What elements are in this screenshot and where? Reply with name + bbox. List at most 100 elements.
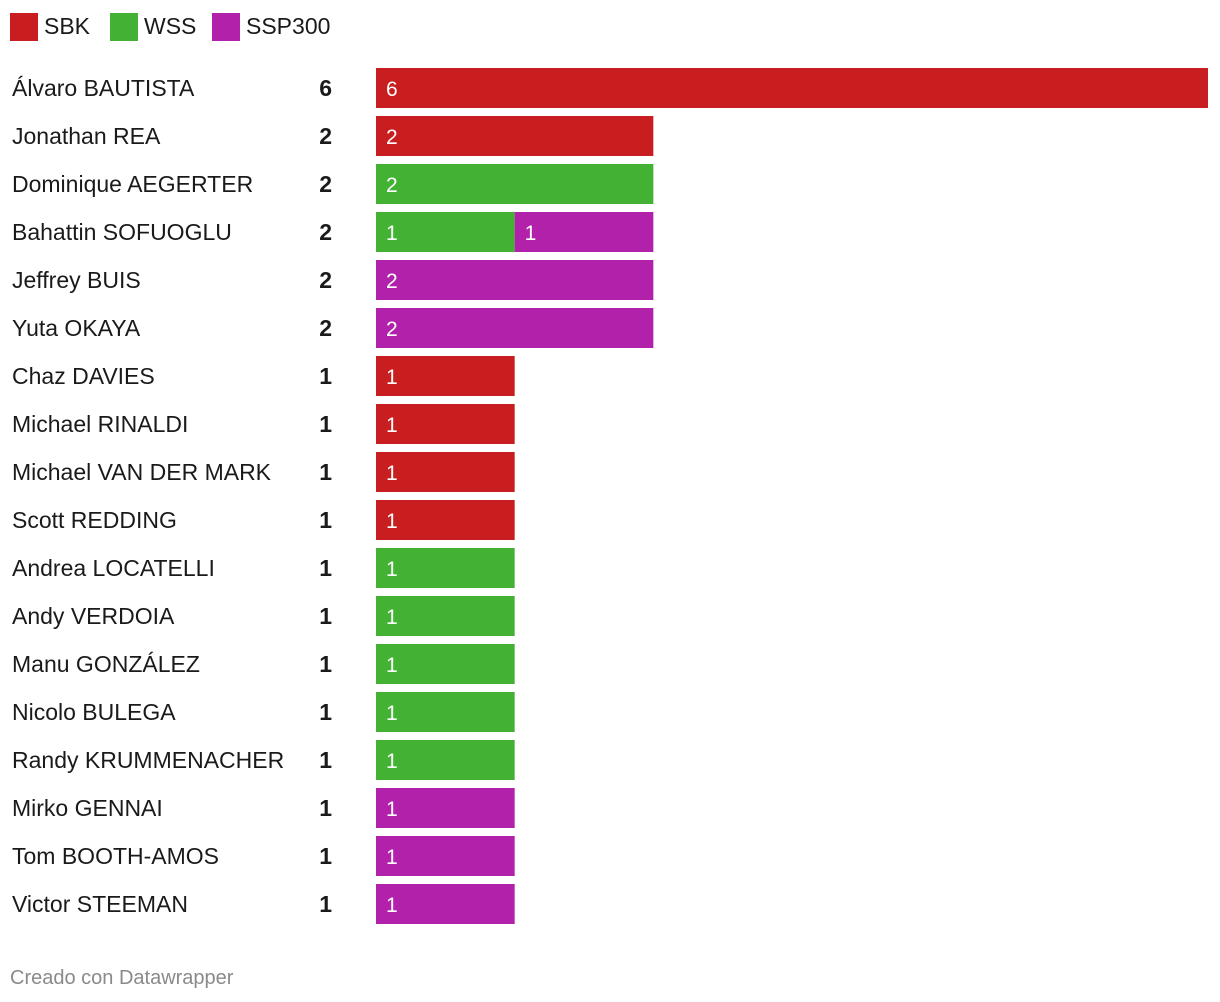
row-total: 1: [319, 699, 332, 725]
rider-name: Jeffrey BUIS: [12, 267, 141, 293]
bar-segment-ssp300: [376, 884, 515, 924]
chart-row: Chaz DAVIES 1 1: [12, 356, 515, 396]
row-total: 1: [319, 507, 332, 533]
chart-row: Michael RINALDI 1 1: [12, 404, 515, 444]
bar-segment-wss: [376, 164, 654, 204]
legend-item-ssp300: SSP300: [212, 13, 330, 41]
chart-row: Mirko GENNAI 1 1: [12, 788, 515, 828]
legend-item-wss: WSS: [110, 13, 196, 41]
chart-row: Álvaro BAUTISTA 6 6: [12, 68, 1208, 108]
chart-row: Andy VERDOIA 1 1: [12, 596, 515, 636]
bar-segment-wss: [376, 596, 515, 636]
bar-value-label: 1: [386, 798, 398, 821]
bar-segment-sbk: [376, 500, 515, 540]
bar-segment-wss: [376, 212, 515, 252]
bar-value-label: 1: [386, 510, 398, 533]
row-total: 2: [319, 171, 332, 197]
bar-value-label: 1: [386, 846, 398, 869]
chart-row: Michael VAN DER MARK 1 1: [12, 452, 515, 492]
bar-value-label: 1: [386, 414, 398, 437]
bar-segment-sbk: [376, 68, 1208, 108]
row-total: 1: [319, 363, 332, 389]
bar-segment-wss: [376, 692, 515, 732]
rider-name: Andrea LOCATELLI: [12, 555, 215, 581]
row-total: 1: [319, 651, 332, 677]
bar-value-label: 1: [525, 222, 537, 245]
row-total: 1: [319, 603, 332, 629]
chart-row: Andrea LOCATELLI 1 1: [12, 548, 515, 588]
row-total: 2: [319, 219, 332, 245]
rider-name: Mirko GENNAI: [12, 795, 163, 821]
bar-value-label: 1: [386, 366, 398, 389]
bar-value-label: 1: [386, 462, 398, 485]
legend-swatch: [110, 13, 138, 41]
bar-value-label: 1: [386, 894, 398, 917]
rider-name: Tom BOOTH-AMOS: [12, 843, 219, 869]
legend-label: SBK: [44, 13, 91, 39]
chart-row: Jonathan REA 2 2: [12, 116, 654, 156]
rider-name: Victor STEEMAN: [12, 891, 188, 917]
chart-row: Scott REDDING 1 1: [12, 500, 515, 540]
chart-row: Bahattin SOFUOGLU 2 1 1: [12, 212, 654, 252]
row-total: 6: [319, 75, 332, 101]
bar-value-label: 2: [386, 126, 398, 149]
legend-label: SSP300: [246, 13, 330, 39]
bar-value-label: 1: [386, 606, 398, 629]
bar-segment-ssp300: [376, 788, 515, 828]
rider-name: Nicolo BULEGA: [12, 699, 176, 725]
bar-value-label: 2: [386, 174, 398, 197]
bar-value-label: 1: [386, 654, 398, 677]
rider-name: Michael RINALDI: [12, 411, 188, 437]
bar-value-label: 6: [386, 78, 398, 101]
bar-value-label: 1: [386, 222, 398, 245]
footer-credit: Creado con Datawrapper: [10, 967, 234, 989]
rider-name: Álvaro BAUTISTA: [12, 75, 195, 101]
rider-name: Chaz DAVIES: [12, 363, 155, 389]
row-total: 1: [319, 891, 332, 917]
chart-row: Dominique AEGERTER 2 2: [12, 164, 654, 204]
bar-segment-ssp300: [376, 308, 654, 348]
row-total: 1: [319, 459, 332, 485]
rider-name: Scott REDDING: [12, 507, 177, 533]
rider-name: Bahattin SOFUOGLU: [12, 219, 232, 245]
bar-segment-ssp300: [514, 212, 654, 252]
bar-segment-ssp300: [376, 836, 515, 876]
chart-row: Nicolo BULEGA 1 1: [12, 692, 515, 732]
bar-segment-sbk: [376, 116, 654, 156]
row-total: 2: [319, 267, 332, 293]
rider-name: Michael VAN DER MARK: [12, 459, 272, 485]
chart-row: Manu GONZÁLEZ 1 1: [12, 644, 515, 684]
chart-row: Jeffrey BUIS 2 2: [12, 260, 654, 300]
bar-segment-sbk: [376, 452, 515, 492]
bar-segment-sbk: [376, 404, 515, 444]
row-total: 2: [319, 315, 332, 341]
chart-row: Victor STEEMAN 1 1: [12, 884, 515, 924]
legend-label: WSS: [144, 13, 196, 39]
rider-name: Randy KRUMMENACHER: [12, 747, 284, 773]
bar-segment-ssp300: [376, 260, 654, 300]
bar-segment-wss: [376, 740, 515, 780]
chart-row: Yuta OKAYA 2 2: [12, 308, 654, 348]
bar-value-label: 1: [386, 750, 398, 773]
bar-segment-sbk: [376, 356, 515, 396]
row-total: 1: [319, 555, 332, 581]
bar-value-label: 2: [386, 270, 398, 293]
rider-name: Dominique AEGERTER: [12, 171, 253, 197]
bar-value-label: 1: [386, 558, 398, 581]
row-total: 1: [319, 795, 332, 821]
bar-segment-wss: [376, 644, 515, 684]
rider-name: Manu GONZÁLEZ: [12, 651, 200, 677]
legend-item-sbk: SBK: [10, 13, 91, 41]
row-total: 1: [319, 843, 332, 869]
row-total: 1: [319, 747, 332, 773]
chart-row: Randy KRUMMENACHER 1 1: [12, 740, 515, 780]
chart-row: Tom BOOTH-AMOS 1 1: [12, 836, 515, 876]
bar-value-label: 1: [386, 702, 398, 725]
row-total: 1: [319, 411, 332, 437]
rider-name: Andy VERDOIA: [12, 603, 175, 629]
legend-swatch: [212, 13, 240, 41]
bar-value-label: 2: [386, 318, 398, 341]
rider-name: Jonathan REA: [12, 123, 161, 149]
